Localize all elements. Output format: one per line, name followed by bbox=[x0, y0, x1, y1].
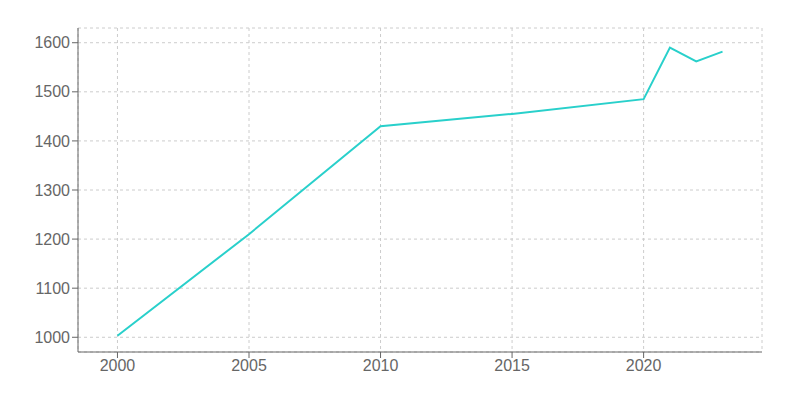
svg-text:2015: 2015 bbox=[494, 357, 530, 374]
svg-text:2000: 2000 bbox=[100, 357, 136, 374]
svg-text:1100: 1100 bbox=[36, 280, 71, 297]
svg-text:2005: 2005 bbox=[231, 357, 267, 374]
svg-text:1600: 1600 bbox=[34, 34, 70, 51]
svg-text:1400: 1400 bbox=[34, 133, 70, 150]
svg-text:2020: 2020 bbox=[626, 357, 662, 374]
svg-text:1300: 1300 bbox=[34, 182, 70, 199]
svg-text:1000: 1000 bbox=[34, 329, 70, 346]
svg-text:1500: 1500 bbox=[34, 83, 70, 100]
svg-text:2010: 2010 bbox=[363, 357, 399, 374]
svg-text:1200: 1200 bbox=[34, 231, 70, 248]
